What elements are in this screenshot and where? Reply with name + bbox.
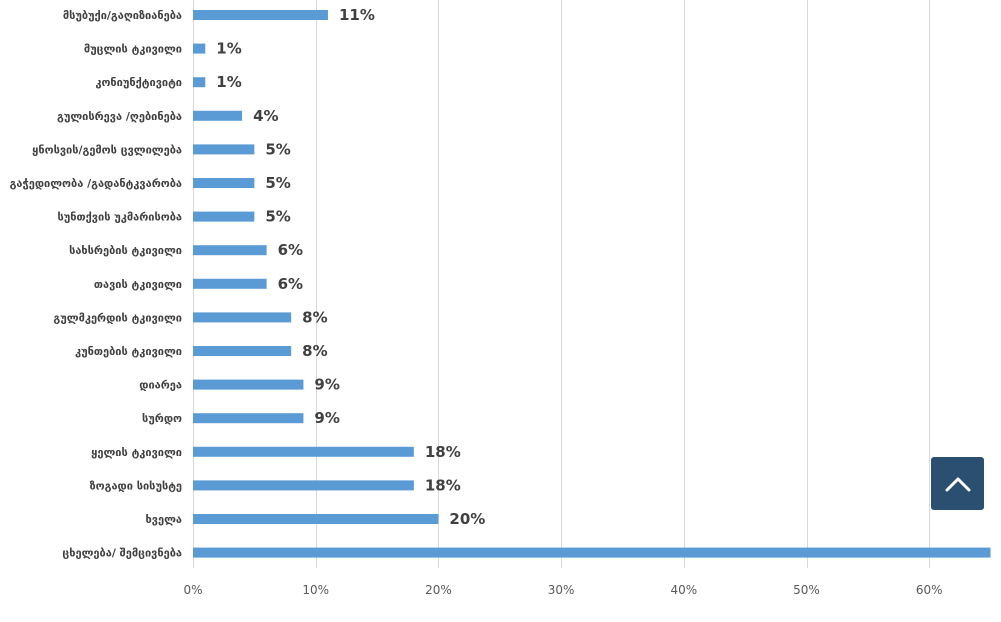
bar bbox=[193, 110, 243, 121]
data-label: 18% bbox=[425, 476, 461, 494]
data-label: 5% bbox=[265, 174, 290, 192]
bar bbox=[193, 178, 255, 188]
category-label: დიარეა bbox=[139, 379, 182, 392]
data-label: 6% bbox=[278, 275, 303, 293]
category-label: ცხელება/ შემცივნება bbox=[62, 547, 182, 560]
category-label: ყელის ტკივილი bbox=[91, 446, 182, 459]
x-tick-label: 60% bbox=[916, 583, 943, 597]
x-tick-label: 0% bbox=[183, 583, 202, 597]
bar bbox=[193, 413, 304, 424]
x-tick-label: 50% bbox=[793, 583, 820, 597]
x-tick-label: 10% bbox=[302, 583, 329, 597]
bar bbox=[193, 278, 267, 289]
category-label: სურდო bbox=[142, 412, 182, 425]
category-labels: მსუბუქი/გაღიზიანება მუცლის ტკივილი კონიუნქ… bbox=[10, 9, 182, 560]
category-label: კონიუნქტივიტი bbox=[95, 76, 182, 89]
bar bbox=[193, 379, 304, 390]
data-label: 9% bbox=[314, 409, 339, 427]
data-label: 8% bbox=[302, 308, 327, 326]
bar bbox=[193, 245, 267, 256]
chevron-up-icon bbox=[945, 477, 970, 491]
category-label: მუცლის ტკივილი bbox=[84, 43, 182, 56]
bar bbox=[193, 211, 255, 222]
bar bbox=[193, 480, 414, 491]
x-tick-label: 20% bbox=[425, 583, 452, 597]
data-label: 6% bbox=[278, 241, 303, 259]
category-label: ზოგადი სისუსტე bbox=[90, 479, 182, 492]
data-label: 11% bbox=[339, 6, 375, 24]
bar bbox=[193, 77, 206, 88]
x-tick-label: 40% bbox=[670, 583, 697, 597]
data-label: 1% bbox=[216, 40, 241, 58]
bars bbox=[193, 10, 991, 558]
category-label: ხველა bbox=[146, 513, 182, 526]
bar bbox=[193, 43, 206, 54]
data-label: 8% bbox=[302, 342, 327, 360]
data-label: 9% bbox=[314, 376, 339, 394]
bar bbox=[193, 547, 991, 558]
x-axis-ticks: 0% 10% 20% 30% 40% 50% 60% bbox=[183, 583, 942, 597]
category-label: მსუბუქი/გაღიზიანება bbox=[63, 9, 182, 22]
data-label: 5% bbox=[265, 140, 290, 158]
scroll-to-top-button[interactable] bbox=[931, 457, 984, 510]
data-label: 5% bbox=[265, 208, 290, 226]
data-label: 4% bbox=[253, 107, 278, 125]
category-label: ყნოსვის/გემოს ცვლილება bbox=[32, 143, 182, 156]
category-label: სუნთქვის უკმარისობა bbox=[58, 211, 182, 224]
bar bbox=[193, 10, 328, 20]
bar bbox=[193, 312, 292, 323]
category-label: თავის ტკივილი bbox=[94, 278, 182, 291]
bar bbox=[193, 144, 255, 155]
data-label: 18% bbox=[425, 443, 461, 461]
category-label: გაჭედილობა /გადანტკვარობა bbox=[10, 177, 182, 190]
category-label: კუნთების ტკივილი bbox=[75, 345, 182, 358]
bar bbox=[193, 514, 439, 524]
bar bbox=[193, 446, 414, 457]
bar bbox=[193, 346, 292, 356]
data-label: 20% bbox=[449, 510, 485, 528]
category-label: სახსრების ტკივილი bbox=[69, 244, 182, 257]
data-labels: 11% 1% 1% 4% 5% 5% 5% 6% 6% 8% 8% 9% 9% 18% 18% 20% bbox=[216, 6, 485, 528]
gridlines bbox=[193, 0, 930, 568]
category-label: გულისრევა /ღებინება bbox=[57, 110, 182, 123]
category-label: გულმკერდის ტკივილი bbox=[53, 311, 182, 324]
data-label: 1% bbox=[216, 73, 241, 91]
x-tick-label: 30% bbox=[548, 583, 575, 597]
